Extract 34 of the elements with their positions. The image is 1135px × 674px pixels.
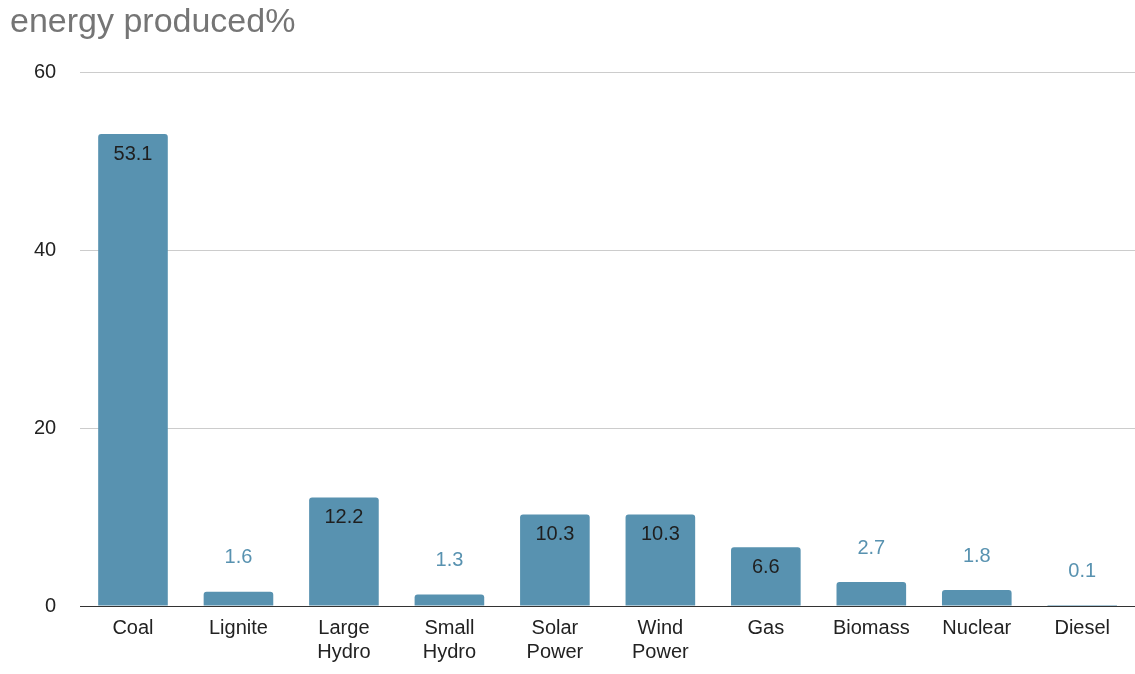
bar (203, 591, 274, 606)
x-tick-label: Coal (112, 615, 154, 638)
x-tick-label: Large Hydro (317, 615, 371, 662)
bar (414, 594, 485, 606)
data-label: 53.1 (113, 141, 153, 164)
x-tick-label: Small Hydro (422, 615, 477, 662)
chart-title: energy produced% (10, 0, 296, 39)
bar (731, 547, 801, 606)
x-tick-label: Lignite (208, 615, 268, 638)
data-label: 1.8 (962, 543, 991, 566)
data-label: 10.3 (535, 521, 575, 544)
data-label: 2.7 (857, 535, 886, 558)
x-tick-label: Biomass (832, 615, 910, 638)
bar (520, 514, 590, 606)
data-label: 0.1 (1068, 558, 1097, 581)
y-tick-label: 0 (45, 593, 57, 616)
bar (309, 497, 379, 606)
y-tick-label: 40 (34, 238, 57, 261)
x-tick-label: Gas (747, 615, 785, 638)
data-label: 12.2 (324, 505, 364, 528)
x-tick-label: Diesel (1054, 615, 1111, 638)
bar (625, 514, 696, 606)
bar (98, 134, 168, 606)
bar (941, 590, 1012, 606)
x-tick-label: Nuclear (942, 615, 1012, 638)
x-tick-label: Solar Power (526, 615, 584, 662)
data-label: 1.6 (224, 545, 253, 568)
data-label: 10.3 (640, 521, 680, 544)
y-tick-label: 60 (34, 60, 57, 83)
y-tick-label: 20 (34, 415, 57, 438)
bar (836, 582, 907, 606)
data-label: 6.6 (751, 554, 780, 577)
x-tick-label: Wind Power (632, 615, 690, 662)
data-label: 1.3 (435, 547, 464, 570)
